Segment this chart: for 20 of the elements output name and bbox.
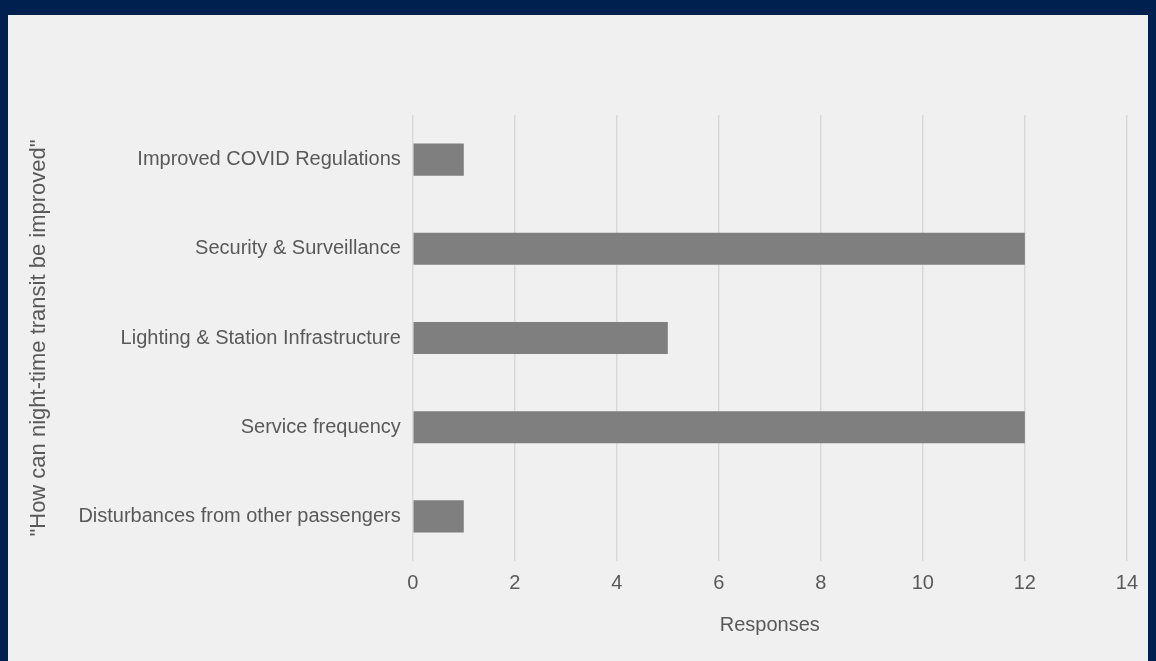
x-tick-label: 4 xyxy=(611,570,623,593)
x-tick-label: 14 xyxy=(1115,570,1138,593)
bar xyxy=(413,232,1025,265)
bar xyxy=(413,500,464,533)
y-tick-label: Disturbances from other passengers xyxy=(78,503,401,526)
x-tick-label: 12 xyxy=(1013,570,1036,593)
x-tick-label: 2 xyxy=(509,570,521,593)
x-tick-label: 8 xyxy=(815,570,827,593)
y-tick-label: Lighting & Station Infrastructure xyxy=(120,325,401,348)
bar xyxy=(413,321,668,355)
x-tick-label: 0 xyxy=(407,570,419,593)
y-tick-label: Improved COVID Regulations xyxy=(137,147,401,170)
bar xyxy=(413,411,1025,444)
y-tick-label: Service frequency xyxy=(240,414,401,437)
y-axis-title: "How can night-time transit be improved" xyxy=(25,139,51,537)
bar xyxy=(413,143,464,176)
x-tick-label: 6 xyxy=(713,570,725,593)
x-tick-label: 10 xyxy=(911,570,934,593)
x-axis-title: Responses xyxy=(719,612,820,635)
y-tick-label: Security & Surveillance xyxy=(195,236,401,259)
